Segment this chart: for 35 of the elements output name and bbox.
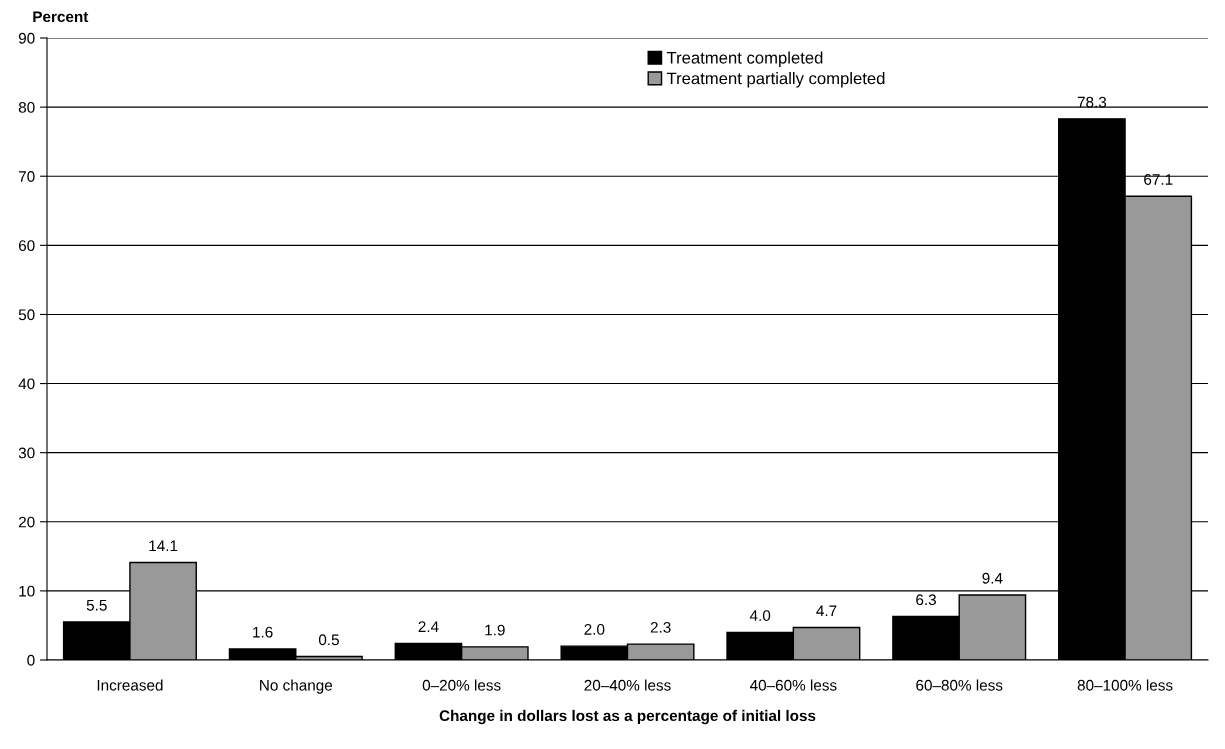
y-tick-label: 70 [18,171,35,182]
y-tick-label: 50 [18,309,35,321]
legend-label: Treatment partially completed [666,72,885,88]
data-label: 2.0 [584,624,605,635]
data-label: 78.3 [1077,96,1107,108]
legend-label: Treatment completed [666,51,823,67]
y-tick-label: 80 [18,101,35,113]
data-label: 0.5 [318,634,339,646]
x-tick-label: 40–60% less [749,679,837,691]
y-tick-label: 60 [18,240,35,252]
x-tick-label: 0–20% less [422,679,501,691]
x-tick-label: Increased [97,679,163,691]
data-label: 9.4 [982,572,1003,584]
data-label: 14.1 [149,540,178,552]
data-label: 4.0 [749,610,771,621]
data-label: 67.1 [1144,174,1173,185]
data-label: 6.3 [916,594,936,606]
data-label: 2.4 [418,621,439,632]
y-tick-label: 40 [18,378,35,390]
data-label: 5.5 [86,599,107,611]
y-tick-label: 20 [18,516,35,528]
data-label: 2.3 [650,621,671,633]
y-tick-label: 10 [19,585,35,597]
data-label: 4.7 [816,605,837,617]
x-tick-label: 20–40% less [584,679,671,691]
data-label: 1.6 [253,626,273,638]
data-label: 1.9 [485,624,505,636]
x-tick-label: 80–100% less [1077,679,1173,691]
y-axis-title: Percent [33,11,89,23]
y-tick-label: 0 [27,654,35,666]
x-tick-label: 60–80% less [916,679,1003,691]
y-tick-label: 90 [18,32,35,44]
y-tick-label: 30 [18,447,35,459]
x-axis-title: Change in dollars lost as a percentage of initial loss [439,709,816,725]
x-tick-label: No change [260,679,333,694]
